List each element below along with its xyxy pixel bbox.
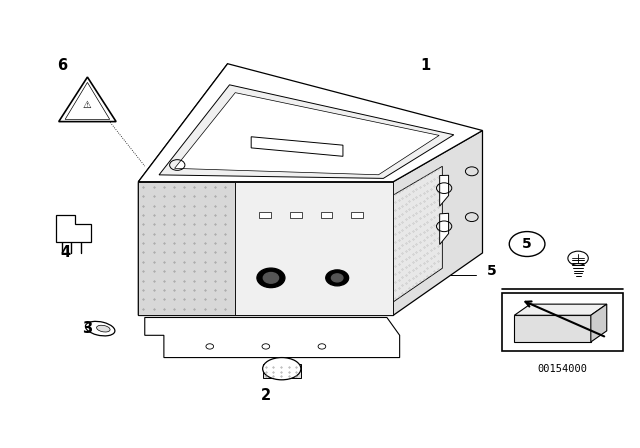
Polygon shape <box>138 182 394 315</box>
Polygon shape <box>56 215 91 242</box>
Polygon shape <box>515 304 607 315</box>
Polygon shape <box>251 137 343 156</box>
Circle shape <box>257 268 285 288</box>
Circle shape <box>263 272 278 283</box>
Polygon shape <box>262 364 301 378</box>
FancyBboxPatch shape <box>351 212 363 218</box>
Polygon shape <box>138 182 236 315</box>
Text: 5: 5 <box>522 237 532 251</box>
Polygon shape <box>175 93 439 175</box>
Polygon shape <box>236 182 394 315</box>
Circle shape <box>332 274 343 282</box>
Polygon shape <box>159 85 454 178</box>
Text: 4: 4 <box>60 246 70 260</box>
Polygon shape <box>394 130 483 315</box>
Text: 00154000: 00154000 <box>537 364 587 374</box>
Polygon shape <box>440 175 449 206</box>
Polygon shape <box>394 166 442 302</box>
FancyBboxPatch shape <box>502 293 623 351</box>
Polygon shape <box>591 304 607 342</box>
FancyBboxPatch shape <box>321 212 332 218</box>
Polygon shape <box>65 82 109 119</box>
Ellipse shape <box>262 358 301 380</box>
Text: 1: 1 <box>420 58 430 73</box>
Polygon shape <box>59 77 116 121</box>
Polygon shape <box>145 318 399 358</box>
Polygon shape <box>515 315 591 342</box>
Polygon shape <box>138 64 483 182</box>
Text: 3: 3 <box>83 321 92 336</box>
Ellipse shape <box>85 321 115 336</box>
Text: 6: 6 <box>57 58 67 73</box>
Text: 2: 2 <box>260 388 271 403</box>
FancyBboxPatch shape <box>290 212 301 218</box>
Polygon shape <box>138 64 228 315</box>
Text: ⚠: ⚠ <box>83 100 92 111</box>
Circle shape <box>326 270 349 286</box>
Polygon shape <box>440 213 449 245</box>
FancyBboxPatch shape <box>259 212 271 218</box>
Text: 5: 5 <box>487 264 497 278</box>
Ellipse shape <box>97 325 110 332</box>
